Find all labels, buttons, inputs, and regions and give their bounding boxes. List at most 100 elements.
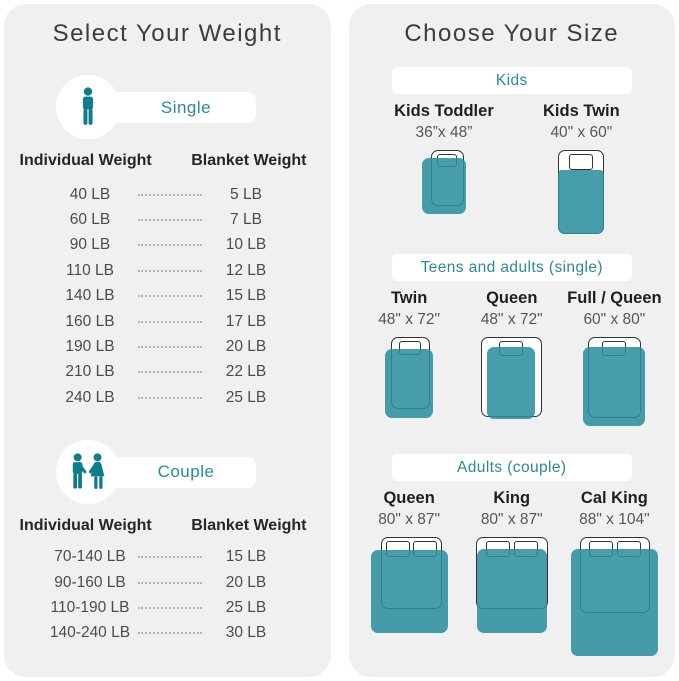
- dotted-leader: [138, 556, 202, 559]
- single-weight-table: 40 LB 5 LB 60 LB 7 LB 90 LB 10 LB 110 LB 12 …: [4, 182, 331, 411]
- blanket-weight-value: 20 LB: [225, 573, 267, 591]
- table-row: 140 LB 15 LB: [4, 284, 331, 309]
- table-row: 90 LB 10 LB: [4, 233, 331, 258]
- individual-weight-value: 110-190 LB: [50, 598, 130, 616]
- couple-table-header: Individual Weight Blanket Weight: [4, 517, 331, 537]
- table-row: 70-140 LB 15 LB: [4, 545, 331, 570]
- couple-label: Couple: [157, 462, 215, 482]
- dotted-leader: [138, 219, 202, 222]
- bed-illustration-cal-king: [570, 537, 658, 656]
- blanket-weight-value: 5 LB: [230, 185, 262, 203]
- single-table-header: Individual Weight Blanket Weight: [4, 152, 331, 172]
- choose-size-title: Choose Your Size: [404, 20, 620, 47]
- individual-weight-value: 160 LB: [65, 312, 115, 330]
- man-woman-icon: [72, 452, 105, 489]
- section-label-teens-adults-single: Teens and adults (single): [391, 254, 632, 281]
- man-icon: [82, 87, 94, 125]
- dotted-leader: [138, 269, 202, 272]
- individual-weight-header: Individual Weight: [19, 516, 152, 534]
- blanket-overlay: [476, 549, 547, 633]
- table-row: 40 LB 5 LB: [4, 182, 331, 207]
- dotted-leader: [138, 632, 202, 635]
- blanket-overlay: [570, 549, 658, 656]
- individual-weight-value: 40 LB: [69, 185, 111, 203]
- individual-weight-value: 110 LB: [66, 261, 114, 279]
- dotted-leader: [138, 244, 202, 247]
- dotted-leader: [138, 320, 202, 323]
- blanket-weight-value: 22 LB: [225, 363, 267, 381]
- blanket-weight-value: 30 LB: [225, 624, 267, 642]
- individual-weight-value: 140 LB: [65, 287, 115, 305]
- size-item-cal-king: Cal King 88" x 104": [566, 489, 662, 656]
- size-name: King: [493, 489, 531, 507]
- bed-illustration-twin: [385, 337, 434, 418]
- size-dimensions: 80" x 87": [378, 511, 441, 528]
- pillow-icon: [569, 154, 594, 170]
- size-dimensions: 40" x 60": [550, 124, 613, 141]
- table-row: 210 LB 22 LB: [4, 360, 331, 385]
- dotted-leader: [138, 193, 202, 196]
- kids-sizes-row: Kids Toddler 36”x 48” Kids Twin 40" x 60…: [349, 102, 676, 234]
- size-item-king: King 80" x 87": [464, 489, 560, 633]
- size-name: Queen: [486, 289, 538, 307]
- single-person-icon: [56, 75, 120, 139]
- couple-weight-table: 70-140 LB 15 LB 90-160 LB 20 LB 110-190 LB…: [4, 545, 331, 647]
- individual-weight-value: 240 LB: [65, 388, 115, 406]
- couple-persons-icon: [56, 439, 120, 504]
- dotted-leader: [138, 295, 202, 298]
- bed-illustration-queen-couple: [370, 537, 448, 633]
- choose-size-panel: Choose Your Size Kids Kids Toddler 36”x …: [348, 4, 676, 677]
- blanket-overlay: [487, 347, 536, 419]
- individual-weight-value: 210 LB: [65, 363, 115, 381]
- couple-sizes-row: Queen 80" x 87" King 80" x 87": [349, 489, 676, 656]
- size-item-kids-toddler: Kids Toddler 36”x 48”: [394, 102, 494, 214]
- dotted-leader: [138, 371, 202, 374]
- size-name: Twin: [390, 289, 428, 307]
- size-item-twin: Twin 48" x 72": [361, 289, 457, 418]
- blanket-weight-value: 7 LB: [230, 211, 262, 229]
- blanket-weight-value: 20 LB: [225, 338, 267, 356]
- dotted-leader: [138, 346, 202, 349]
- size-dimensions: 80" x 87": [480, 511, 543, 528]
- size-item-queen-single: Queen 48" x 72": [464, 289, 560, 419]
- bed-illustration-kids-toddler: [421, 150, 466, 214]
- blanket-overlay: [421, 158, 466, 214]
- size-dimensions: 88" x 104": [579, 511, 650, 528]
- section-label-adults-couple: Adults (couple): [391, 454, 632, 481]
- size-item-kids-twin: Kids Twin 40" x 60": [533, 102, 629, 234]
- blanket-weight-header: Blanket Weight: [191, 152, 307, 169]
- blanket-weight-value: 15 LB: [225, 548, 267, 566]
- blanket-overlay: [558, 170, 605, 234]
- bed-illustration-king: [475, 537, 548, 633]
- size-name: Kids Twin: [543, 102, 620, 120]
- table-row: 240 LB 25 LB: [4, 385, 331, 410]
- size-name: Kids Toddler: [394, 102, 494, 120]
- blanket-overlay: [583, 347, 646, 426]
- single-sizes-row: Twin 48" x 72" Queen 48" x 72" Full /: [349, 289, 676, 426]
- blanket-weight-value: 10 LB: [225, 236, 267, 254]
- size-dimensions: 48" x 72": [480, 311, 543, 328]
- size-name: Cal King: [580, 489, 648, 507]
- table-row: 60 LB 7 LB: [4, 207, 331, 232]
- size-item-queen-couple: Queen 80" x 87": [361, 489, 457, 633]
- dotted-leader: [138, 581, 202, 584]
- table-row: 110-190 LB 25 LB: [4, 595, 331, 620]
- individual-weight-value: 60 LB: [69, 211, 111, 229]
- blanket-overlay: [370, 550, 448, 633]
- size-name: Full / Queen: [567, 289, 662, 307]
- table-row: 160 LB 17 LB: [4, 309, 331, 334]
- dotted-leader: [138, 606, 202, 609]
- blanket-weight-value: 25 LB: [225, 598, 267, 616]
- blanket-weight-value: 15 LB: [225, 287, 267, 305]
- table-row: 110 LB 12 LB: [4, 258, 331, 283]
- section-label-kids: Kids: [391, 67, 632, 94]
- blanket-overlay: [385, 349, 434, 418]
- individual-weight-value: 90 LB: [69, 236, 111, 254]
- size-name: Queen: [383, 489, 435, 507]
- select-weight-panel: Select Your Weight Single Individual Wei…: [4, 4, 331, 677]
- single-badge: Single: [56, 75, 286, 139]
- individual-weight-value: 190 LB: [65, 338, 115, 356]
- blanket-weight-value: 12 LB: [225, 261, 267, 279]
- individual-weight-value: 70-140 LB: [54, 548, 126, 566]
